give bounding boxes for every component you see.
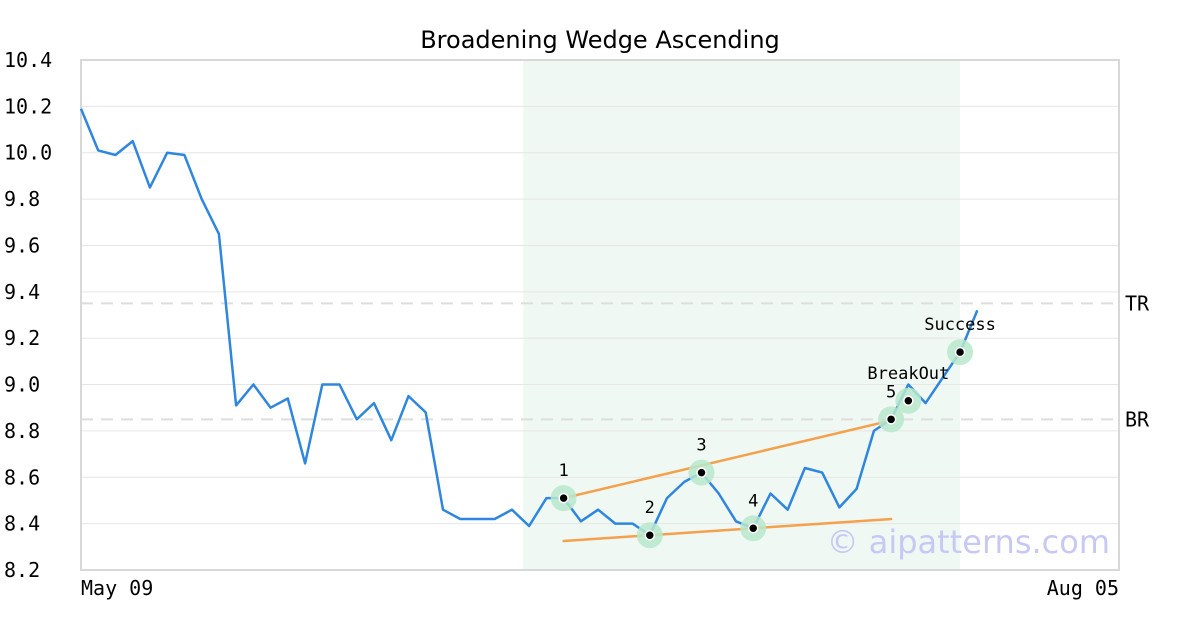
point-label: 4: [748, 491, 758, 511]
trend-lines: [562, 419, 893, 543]
y-tick-label: 9.4: [4, 280, 40, 304]
point-marker: [747, 523, 759, 534]
y-axis-ticks: 8.2 8.4 8.6 8.8 9.0 9.2 9.4 9.6 9.8 10.0 10.2 10.4: [4, 48, 52, 582]
point-label: 2: [645, 498, 655, 518]
point-marker: [644, 529, 656, 541]
plot-frame: [80, 59, 1120, 571]
point-label: BreakOut: [867, 364, 949, 384]
watermark: © aipatterns.com: [827, 523, 1110, 561]
highlight-region-rect: [523, 60, 961, 570]
y-tick-label: 9.6: [4, 233, 40, 257]
point-label: 3: [696, 436, 706, 456]
y-tick-label: 10.2: [4, 94, 52, 118]
highlight-region: [523, 60, 961, 570]
y-tick-label: 8.6: [4, 465, 40, 489]
trend-line: [562, 419, 893, 500]
point-label: 1: [558, 461, 568, 481]
trend-line: [562, 517, 893, 543]
level-lines: TR BR: [81, 291, 1150, 431]
y-tick-label: 8.2: [4, 558, 40, 582]
point-label: Success: [924, 315, 996, 335]
y-tick-label: 9.2: [4, 326, 40, 350]
level-label: TR: [1125, 291, 1150, 315]
y-tick-label: 8.8: [4, 419, 40, 443]
y-tick-label: 10.0: [4, 141, 52, 165]
plot-border: [80, 59, 1120, 571]
point-label: 5: [886, 382, 896, 402]
y-tick-label: 10.4: [4, 48, 52, 72]
y-tick-label: 8.4: [4, 512, 40, 536]
x-tick-label: Aug 05: [1047, 576, 1119, 600]
price-line: [79, 108, 979, 537]
point-marker: [885, 414, 897, 425]
point-marker: [903, 395, 914, 407]
y-tick-label: 9.0: [4, 373, 40, 397]
price-series: [79, 108, 979, 537]
point-marker: [558, 492, 569, 504]
level-label: BR: [1125, 407, 1150, 431]
chart-title: Broadening Wedge Ascending: [420, 26, 780, 54]
x-axis-ticks: May 09 Aug 05: [81, 576, 1119, 600]
x-tick-label: May 09: [81, 576, 153, 600]
y-tick-label: 9.8: [4, 187, 40, 211]
point-marker: [696, 467, 707, 478]
point-marker: [954, 346, 966, 358]
